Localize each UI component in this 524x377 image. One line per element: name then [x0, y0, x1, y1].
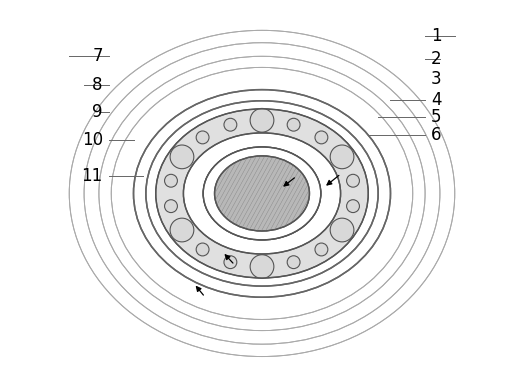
Circle shape: [170, 145, 194, 169]
Text: 4: 4: [431, 90, 442, 109]
Circle shape: [250, 255, 274, 279]
Text: 1: 1: [431, 27, 442, 45]
Circle shape: [330, 218, 354, 242]
Circle shape: [346, 200, 359, 213]
Text: 3: 3: [431, 70, 442, 88]
Text: 6: 6: [431, 126, 442, 144]
Circle shape: [346, 174, 359, 187]
Text: 5: 5: [431, 108, 442, 126]
Circle shape: [196, 243, 209, 256]
Circle shape: [224, 256, 237, 268]
Circle shape: [250, 109, 274, 132]
Circle shape: [224, 118, 237, 131]
Ellipse shape: [203, 147, 321, 240]
Ellipse shape: [214, 156, 310, 231]
Ellipse shape: [183, 133, 341, 254]
Text: 11: 11: [82, 167, 103, 185]
Text: 8: 8: [92, 76, 103, 94]
Circle shape: [287, 118, 300, 131]
Circle shape: [315, 131, 328, 144]
Circle shape: [287, 256, 300, 268]
Text: 10: 10: [82, 131, 103, 149]
Text: 7: 7: [92, 47, 103, 65]
Circle shape: [330, 145, 354, 169]
Circle shape: [165, 174, 178, 187]
Circle shape: [315, 243, 328, 256]
Circle shape: [170, 218, 194, 242]
Circle shape: [196, 131, 209, 144]
Ellipse shape: [156, 109, 368, 278]
Circle shape: [165, 200, 178, 213]
Text: 2: 2: [431, 50, 442, 68]
Text: 9: 9: [92, 103, 103, 121]
